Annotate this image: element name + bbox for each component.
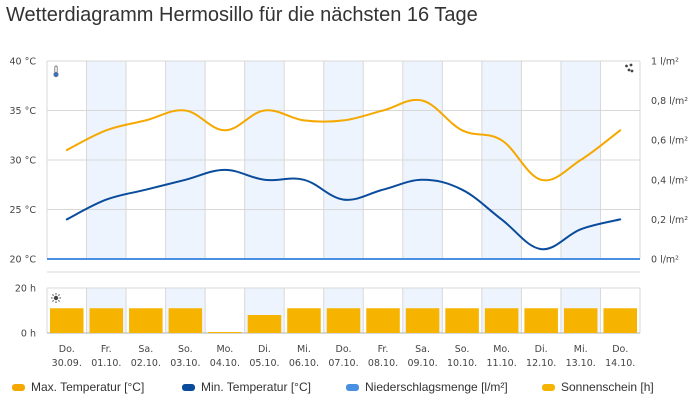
x-date-label: 13.10. [566, 358, 596, 369]
x-date-label: 12.10. [526, 358, 556, 369]
sunshine-bar [208, 332, 242, 333]
x-day-label: Fr. [101, 344, 112, 355]
sunshine-bar [524, 308, 558, 333]
x-day-label: Mo. [493, 344, 510, 355]
x-date-label: 04.10. [210, 358, 240, 369]
legend: Max. Temperatur [°C] Min. Temperatur [°C… [0, 376, 691, 396]
raindrops-icon [625, 63, 634, 73]
legend-item-sunshine[interactable]: Sonnenschein [h] [542, 380, 654, 394]
legend-item-precipitation[interactable]: Niederschlagsmenge [l/m²] [346, 380, 508, 394]
temperature-tick-label: 35 °C [10, 106, 37, 117]
x-date-label: 01.10. [91, 358, 121, 369]
precipitation-tick-label: 0 l/m² [651, 255, 679, 266]
chart-title: Wetterdiagramm Hermosillo für die nächst… [6, 4, 478, 26]
x-date-label: 07.10. [328, 358, 358, 369]
x-day-label: Mo. [216, 344, 233, 355]
sunshine-bar [129, 308, 163, 333]
legend-label-sunshine: Sonnenschein [h] [561, 380, 654, 394]
sunshine-bars [50, 308, 637, 333]
sunshine-bar [89, 308, 124, 333]
temperature-lines [47, 98, 640, 260]
axis-icons [51, 63, 634, 303]
legend-swatch-precipitation [346, 383, 359, 391]
x-day-label: Sa. [138, 344, 153, 355]
legend-item-min-temp[interactable]: Min. Temperatur [°C] [182, 380, 311, 394]
precipitation-tick-label: 0,4 l/m² [651, 175, 688, 186]
alternating-day-bands [86, 61, 601, 333]
x-date-label: 11.10. [487, 358, 517, 369]
x-day-label: Sa. [415, 344, 430, 355]
thermometer-icon [53, 65, 59, 78]
legend-label-max-temp: Max. Temperatur [°C] [31, 380, 145, 394]
x-day-label: Di. [535, 344, 548, 355]
sunshine-tick-label: 20 h [15, 284, 36, 295]
sun-ray [52, 300, 54, 302]
x-day-label: Do. [59, 344, 75, 355]
sunshine-bar [247, 315, 282, 333]
x-date-label: 10.10. [447, 358, 477, 369]
thermometer-bulb [53, 71, 59, 78]
raindrop [627, 68, 631, 72]
temperature-tick-label: 25 °C [10, 205, 37, 216]
sun-core [53, 295, 59, 301]
legend-swatch-max-temp [12, 383, 25, 391]
x-date-label: 06.10. [289, 358, 319, 369]
sunshine-bar [445, 308, 479, 333]
axis-labels: 20 °C 25 °C 30 °C 35 °C 40 °C 0 l/m² 0,2 l/m² 0… [10, 57, 689, 370]
sunshine-bar [563, 308, 598, 333]
temperature-tick-label: 20 °C [10, 255, 37, 266]
sun-ray [52, 294, 54, 296]
temperature-tick-label: 30 °C [10, 156, 37, 167]
x-date-label: 02.10. [131, 358, 161, 369]
sunshine-bar [405, 308, 440, 333]
x-date-label: 08.10. [368, 358, 398, 369]
raindrop [629, 63, 633, 67]
x-day-label: So. [178, 344, 193, 355]
sunshine-bar [168, 308, 203, 333]
x-date-label: 05.10. [249, 358, 279, 369]
sunshine-bar [603, 308, 637, 333]
legend-item-max-temp[interactable]: Max. Temperatur [°C] [12, 380, 144, 394]
temperature-tick-label: 40 °C [10, 57, 37, 68]
sunshine-tick-label: 0 h [21, 329, 36, 340]
x-day-label: Mi. [297, 344, 311, 355]
sun-icon [51, 293, 61, 303]
x-day-label: So. [455, 344, 470, 355]
sun-ray [58, 300, 60, 302]
legend-swatch-min-temp [182, 383, 195, 391]
raindrop [630, 69, 634, 73]
x-day-label: Fr. [378, 344, 389, 355]
precipitation-tick-label: 1 l/m² [651, 57, 679, 68]
weather-chart: 20 °C 25 °C 30 °C 35 °C 40 °C 0 l/m² 0,2 l/m² 0… [10, 57, 689, 370]
x-day-label: Do. [336, 344, 352, 355]
precipitation-tick-label: 0,6 l/m² [651, 136, 688, 147]
sunshine-bar [50, 308, 84, 333]
sunshine-bar [484, 308, 519, 333]
legend-swatch-sunshine [542, 383, 555, 391]
sun-ray [58, 294, 60, 296]
x-date-label: 30.09. [52, 358, 82, 369]
sunshine-bar [287, 308, 321, 333]
precipitation-tick-label: 0,2 l/m² [651, 215, 688, 226]
sunshine-bar [366, 308, 400, 333]
x-date-label: 03.10. [170, 358, 200, 369]
legend-label-precipitation: Niederschlagsmenge [l/m²] [365, 380, 508, 394]
x-day-label: Mi. [574, 344, 588, 355]
sunshine-bar [326, 308, 361, 333]
x-day-label: Do. [612, 344, 628, 355]
x-date-label: 09.10. [407, 358, 437, 369]
raindrop [625, 64, 628, 68]
precipitation-tick-label: 0,8 l/m² [651, 96, 688, 107]
x-date-label: 14.10. [605, 358, 635, 369]
legend-label-min-temp: Min. Temperatur [°C] [201, 380, 311, 394]
grid-lines [46, 60, 641, 333]
x-day-label: Di. [258, 344, 271, 355]
